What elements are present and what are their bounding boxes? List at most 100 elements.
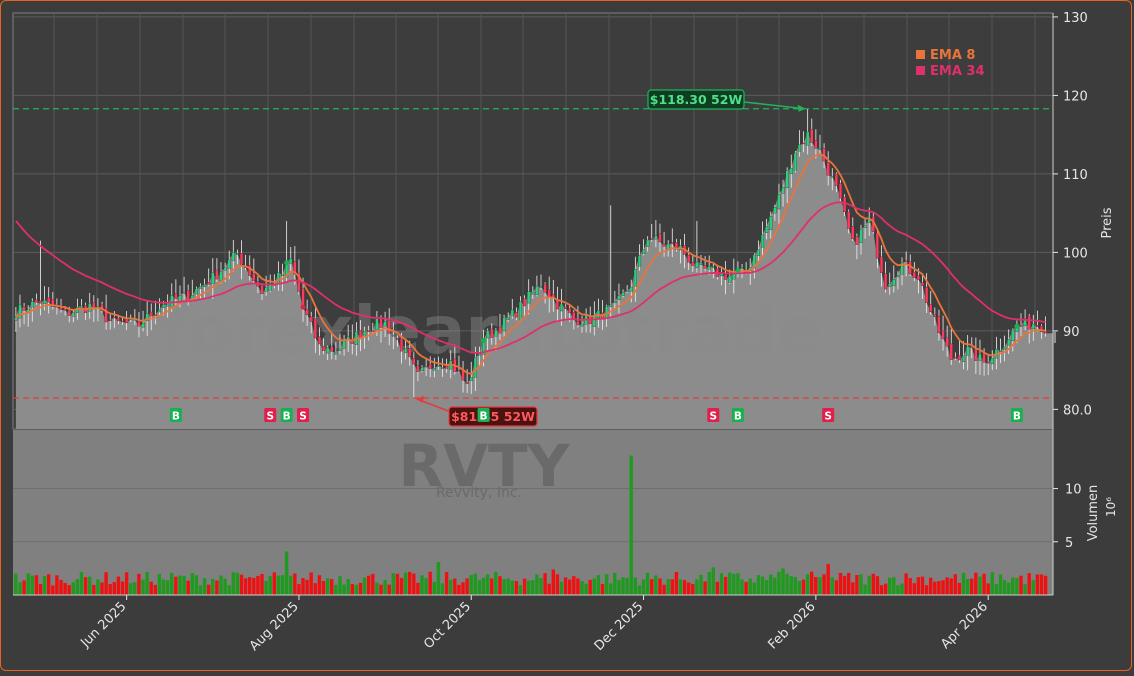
volume-bar <box>26 573 30 595</box>
candle-body <box>494 329 498 337</box>
volume-bar <box>949 578 953 595</box>
high-52w-badge <box>647 89 745 110</box>
candle-body <box>166 304 170 307</box>
volume-bar <box>453 578 457 595</box>
volume-bar <box>756 575 761 595</box>
close-area-fill <box>15 131 1053 429</box>
volume-bar <box>900 583 904 595</box>
volume-bar <box>871 573 875 595</box>
candle-body <box>834 173 838 186</box>
candle-body <box>63 309 67 311</box>
volume-bar <box>990 572 994 595</box>
volume-bar <box>736 573 740 595</box>
volume-bar <box>576 578 580 595</box>
candle-body <box>613 301 617 304</box>
volume-bar <box>719 573 724 595</box>
volume-bar <box>703 581 707 595</box>
buy-signal-badge <box>280 408 293 422</box>
candle-body <box>203 284 207 287</box>
candle-body <box>781 187 785 194</box>
buy-signal-label: B <box>734 411 742 423</box>
volume-bar <box>153 584 157 595</box>
candle-body <box>428 363 432 369</box>
volume-bar <box>604 574 609 595</box>
candle-body <box>469 377 473 381</box>
high-52w-arrow <box>743 101 805 110</box>
candle-body <box>408 348 412 357</box>
candle-body <box>342 340 346 349</box>
candle-body <box>141 322 145 328</box>
52w-levels: $118.30 52W $81.45 52W <box>13 89 1053 427</box>
signal-dot <box>1014 323 1020 329</box>
candle-body <box>38 300 43 304</box>
volume-bar <box>1027 573 1031 595</box>
volume-bar <box>859 574 863 595</box>
candle-body <box>67 310 71 316</box>
volume-bar <box>592 578 596 595</box>
volume-bar <box>596 575 601 595</box>
volume-axis-unit: 10⁶ <box>1104 497 1118 517</box>
candle-body <box>863 225 867 228</box>
sell-signal-label: S <box>824 411 832 423</box>
legend-label-ema34: EMA 34 <box>930 64 985 79</box>
candle-body <box>445 366 449 369</box>
volume-bar <box>580 581 584 595</box>
volume-bar <box>490 578 494 595</box>
volume-bar <box>974 572 978 595</box>
volume-bar <box>781 568 785 595</box>
buy-signal-label: B <box>172 411 180 423</box>
volume-bar <box>752 582 756 595</box>
volume-bar <box>621 577 625 595</box>
candle-body <box>338 348 342 351</box>
candle-body <box>728 275 732 283</box>
volume-bar <box>420 575 424 595</box>
volume-bar <box>941 580 945 595</box>
candle-body <box>941 330 945 339</box>
candle-body <box>945 337 949 347</box>
candle-body <box>904 260 908 263</box>
candle-body <box>387 320 391 334</box>
volume-bar <box>38 584 43 595</box>
date-tick-label: Feb 2026 <box>766 599 819 652</box>
candle-body <box>642 249 646 254</box>
candle-body <box>777 194 781 210</box>
last-price-tag <box>1053 331 1056 343</box>
candle-body <box>756 249 760 256</box>
candle-body <box>322 345 326 351</box>
candle-body <box>112 316 116 319</box>
candle-body <box>276 272 280 283</box>
volume-bar <box>933 581 937 595</box>
candle-body <box>14 317 18 321</box>
volume-bar <box>834 580 839 595</box>
candle-body <box>477 353 482 356</box>
candle-body <box>309 316 313 322</box>
candle-body <box>580 323 584 327</box>
candle-body <box>695 261 699 269</box>
candle-body <box>609 304 613 307</box>
volume-bar <box>563 577 568 595</box>
volume-bar <box>728 572 732 595</box>
volume-bar <box>137 573 141 595</box>
sell-signal-badge <box>707 408 720 422</box>
candle-body <box>859 229 863 243</box>
volume-bar <box>924 585 929 595</box>
volume-bar <box>609 583 613 595</box>
candle-body <box>896 275 900 278</box>
volume-bar <box>896 585 900 595</box>
candle-body <box>855 236 859 245</box>
volume-bar <box>284 551 289 595</box>
candle-body <box>900 262 904 275</box>
volume-bar <box>773 577 777 595</box>
volume-bar <box>239 574 244 595</box>
volume-bar <box>617 579 621 595</box>
volume-bar <box>457 584 461 595</box>
candle-body <box>1035 325 1039 327</box>
volume-bar <box>428 571 432 595</box>
volume-bar <box>83 577 88 595</box>
price-tick-label: 100 <box>1063 246 1088 261</box>
candle-body <box>424 365 428 368</box>
candle-body <box>367 330 371 332</box>
candle-body <box>888 283 892 287</box>
volume-bar <box>34 575 39 595</box>
volume-bar <box>699 574 703 595</box>
